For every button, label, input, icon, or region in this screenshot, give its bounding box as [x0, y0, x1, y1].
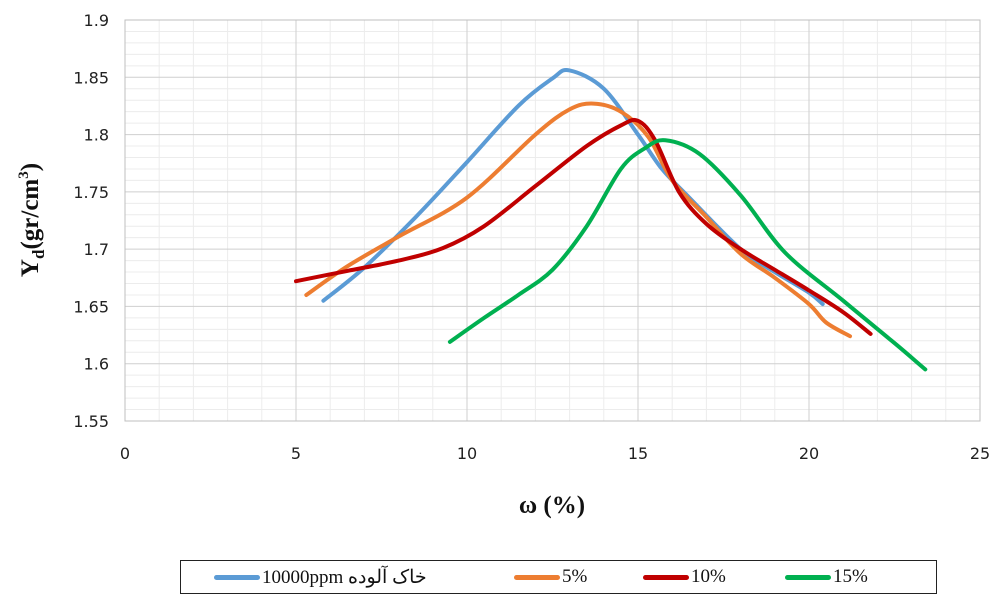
legend: خاک آلوده 10000ppm 5% 10% 15%: [180, 560, 937, 594]
x-tick-label: 20: [799, 444, 819, 463]
legend-label-10pct: 10%: [691, 566, 726, 587]
y-axis-title-sub: d: [29, 249, 48, 259]
y-tick-label: 1.85: [73, 68, 109, 87]
x-tick-labels: 0 5 10 15 20 25: [120, 444, 990, 463]
legend-swatch-15pct: [785, 574, 831, 580]
y-tick-label: 1.7: [84, 240, 109, 259]
y-axis-title-unit: (gr/cm: [17, 179, 44, 250]
series-line-5pct: [304, 101, 852, 339]
y-tick-label: 1.9: [84, 11, 109, 30]
legend-swatch-5pct: [514, 574, 560, 580]
x-tick-label: 0: [120, 444, 130, 463]
x-tick-label: 10: [457, 444, 477, 463]
series-line-10pct: [294, 117, 873, 336]
y-axis-title-sup: 3: [16, 171, 32, 179]
x-tick-label: 5: [291, 444, 301, 463]
y-tick-label: 1.65: [73, 297, 109, 316]
legend-label-15pct: 15%: [833, 566, 868, 587]
y-tick-label: 1.6: [84, 355, 109, 374]
series-line-15pct: [447, 138, 928, 372]
y-tick-label: 1.55: [73, 412, 109, 431]
legend-swatch-contaminated: [214, 574, 260, 580]
legend-item-contaminated: خاک آلوده 10000ppm: [214, 566, 427, 588]
y-tick-label: 1.75: [73, 183, 109, 202]
series-layer: [294, 68, 928, 372]
chart: 1.551.61.651.71.751.81.851.9 0 5 10 15 20 25 …: [16, 11, 990, 519]
y-axis-title-close: ): [17, 163, 44, 171]
y-axis-title-main: Y: [17, 259, 44, 277]
x-tick-label: 15: [628, 444, 648, 463]
y-axis-title: Yd(gr/cm3): [16, 163, 48, 277]
plot-border: [124, 19, 981, 422]
legend-label-5pct: 5%: [562, 566, 588, 587]
legend-item-10pct: 10%: [643, 566, 726, 588]
legend-swatch-10pct: [643, 574, 689, 580]
y-tick-labels: 1.55 1.6 1.65 1.7 1.75 1.8 1.85 1.9: [73, 11, 109, 431]
y-tick-label: 1.8: [84, 126, 109, 145]
minor-gridlines: [125, 20, 980, 421]
plot-area: [125, 20, 980, 421]
x-tick-label: 25: [970, 444, 990, 463]
legend-item-15pct: 15%: [785, 566, 868, 588]
legend-label-contaminated: خاک آلوده 10000ppm: [262, 566, 427, 588]
legend-item-5pct: 5%: [514, 566, 587, 588]
x-axis-title: ω (%): [519, 492, 585, 519]
